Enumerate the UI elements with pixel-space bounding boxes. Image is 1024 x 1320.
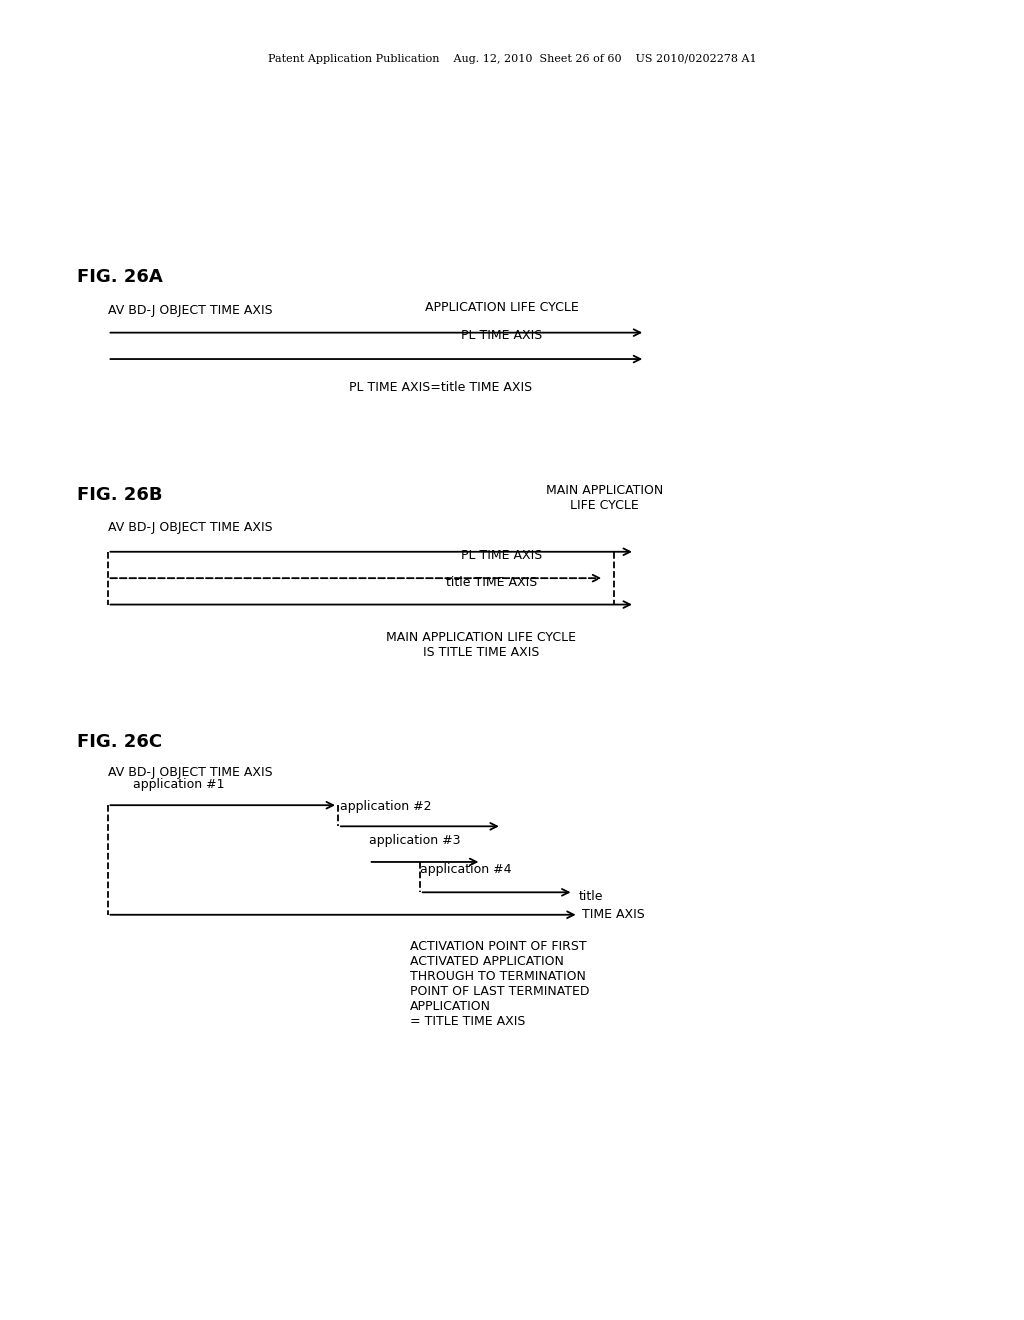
Text: FIG. 26B: FIG. 26B [77, 486, 162, 504]
Text: MAIN APPLICATION
LIFE CYCLE: MAIN APPLICATION LIFE CYCLE [546, 484, 663, 512]
Text: application #4: application #4 [420, 863, 511, 876]
Text: application #2: application #2 [340, 800, 431, 813]
Text: ACTIVATION POINT OF FIRST
ACTIVATED APPLICATION
THROUGH TO TERMINATION
POINT OF : ACTIVATION POINT OF FIRST ACTIVATED APPL… [410, 940, 589, 1028]
Text: title: title [579, 890, 603, 903]
Text: PL TIME AXIS: PL TIME AXIS [461, 549, 543, 562]
Text: APPLICATION LIFE CYCLE: APPLICATION LIFE CYCLE [425, 301, 579, 314]
Text: application #3: application #3 [369, 834, 460, 847]
Text: AV BD-J OBJECT TIME AXIS: AV BD-J OBJECT TIME AXIS [108, 521, 272, 535]
Text: PL TIME AXIS: PL TIME AXIS [461, 329, 543, 342]
Text: MAIN APPLICATION LIFE CYCLE
IS TITLE TIME AXIS: MAIN APPLICATION LIFE CYCLE IS TITLE TIM… [386, 631, 577, 659]
Text: AV BD-J OBJECT TIME AXIS: AV BD-J OBJECT TIME AXIS [108, 304, 272, 317]
Text: FIG. 26A: FIG. 26A [77, 268, 163, 286]
Text: PL TIME AXIS=title TIME AXIS: PL TIME AXIS=title TIME AXIS [349, 381, 531, 395]
Text: FIG. 26C: FIG. 26C [77, 733, 162, 751]
Text: application #1: application #1 [133, 777, 224, 791]
Text: title TIME AXIS: title TIME AXIS [445, 576, 538, 589]
Text: Patent Application Publication    Aug. 12, 2010  Sheet 26 of 60    US 2010/02022: Patent Application Publication Aug. 12, … [267, 54, 757, 65]
Text: TIME AXIS: TIME AXIS [582, 908, 644, 921]
Text: AV BD-J OBJECT TIME AXIS: AV BD-J OBJECT TIME AXIS [108, 766, 272, 779]
